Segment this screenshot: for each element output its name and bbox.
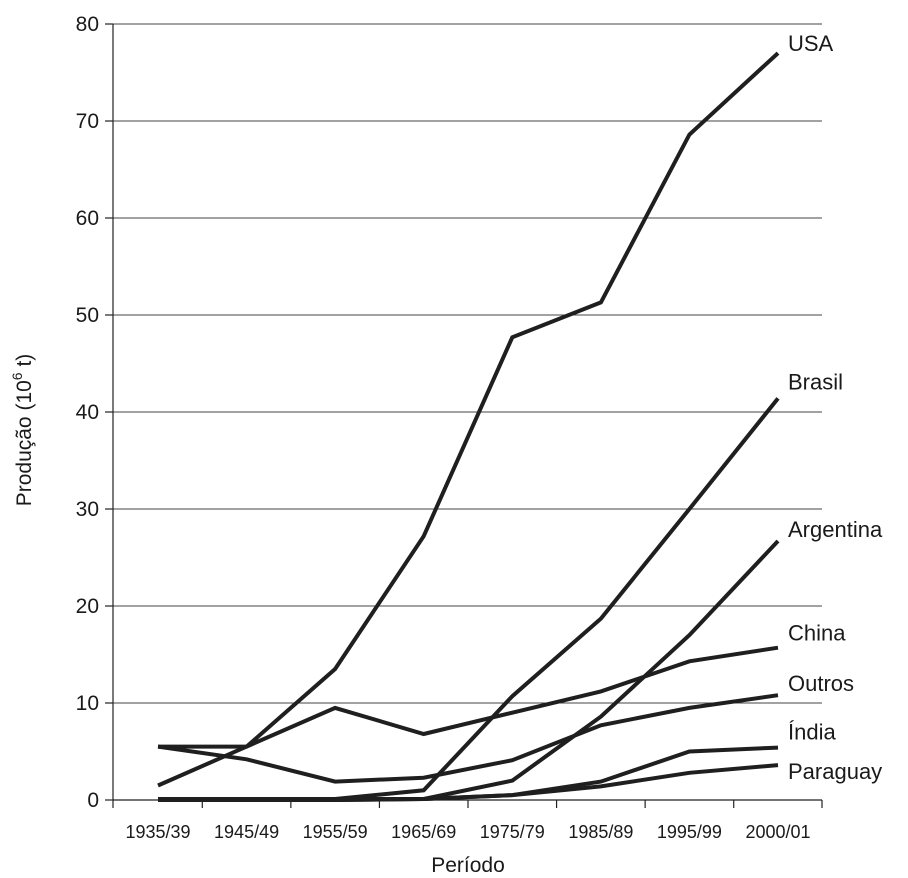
x-tick-label-1975-79: 1975/79 — [480, 822, 545, 842]
y-axis-title-unit: t) — [13, 354, 36, 373]
series-line-usa — [157, 51, 780, 788]
series-line-china — [158, 645, 779, 749]
series-line-outros — [157, 693, 779, 784]
grid-lines — [113, 23, 822, 704]
series-label-argentina: Argentina — [788, 517, 883, 542]
x-tick-label-1995-99: 1995/99 — [657, 822, 722, 842]
series-label-china: China — [788, 621, 846, 646]
series-label-india: Índia — [788, 720, 836, 745]
y-axis-title-superscript: 6 — [9, 372, 25, 380]
series-label-outros: Outros — [788, 671, 854, 696]
y-tick-label-30: 30 — [76, 498, 99, 521]
x-tick-label-1985-89: 1985/89 — [568, 822, 633, 842]
series-lines — [157, 51, 780, 802]
x-tick-label-1965-69: 1965/69 — [391, 822, 456, 842]
series-label-brasil: Brasil — [788, 369, 843, 394]
y-tick-label-60: 60 — [76, 207, 99, 230]
y-tick-label-40: 40 — [76, 401, 99, 424]
x-tick-label-2000-01: 2000/01 — [745, 822, 810, 842]
series-labels: USA Brasil Argentina China Outros Índia Paragu… — [788, 31, 883, 784]
y-tick-label-80: 80 — [76, 13, 99, 36]
x-axis-title: Período — [431, 854, 505, 877]
x-tick-label-1955-59: 1955/59 — [303, 822, 368, 842]
series-label-usa: USA — [788, 31, 834, 56]
series-label-paraguay: Paraguay — [788, 759, 882, 784]
y-tick-label-50: 50 — [76, 304, 99, 327]
y-axis-title-main: Produção (10 — [13, 380, 36, 506]
x-tick-label-1945-49: 1945/49 — [214, 822, 279, 842]
y-tick-label-20: 20 — [76, 595, 99, 618]
x-tick-label-1935-39: 1935/39 — [125, 822, 190, 842]
series-line-brasil — [158, 397, 780, 801]
series-line-paraguay — [158, 763, 779, 802]
y-tick-label-10: 10 — [76, 692, 99, 715]
axes: 0 10 20 30 40 50 60 70 80 1935/39 1945/49 1955/59 19… — [76, 13, 823, 842]
y-axis-title: Produção (106 t) — [9, 354, 36, 507]
y-tick-label-70: 70 — [76, 110, 99, 133]
y-tick-label-0: 0 — [87, 789, 99, 812]
